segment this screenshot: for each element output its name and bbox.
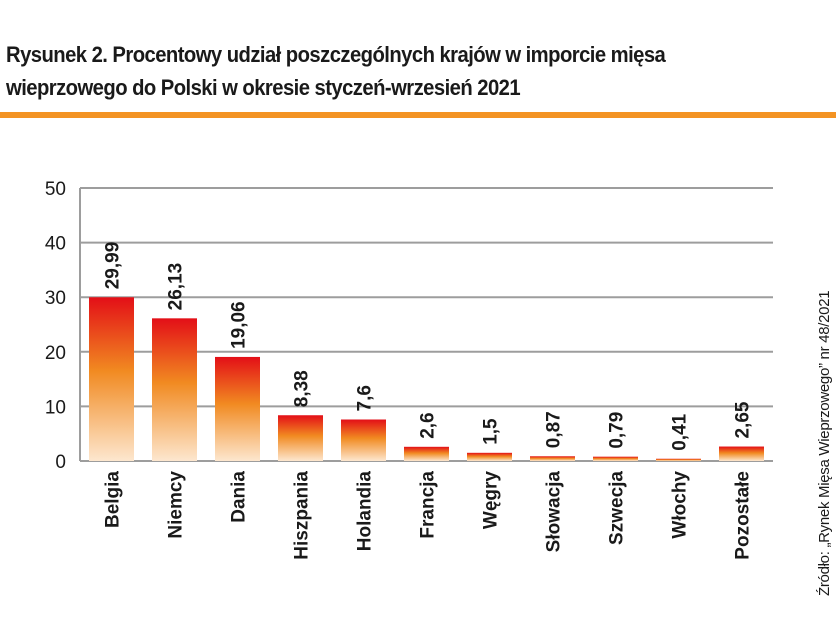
title-accent-rule bbox=[0, 112, 836, 118]
y-tick-label: 10 bbox=[45, 397, 66, 418]
value-label: 1,5 bbox=[481, 418, 502, 445]
category-label: Francja bbox=[418, 471, 439, 539]
bar-7 bbox=[530, 456, 575, 461]
chart-title-line-1: Rysunek 2. Procentowy udział poszczególn… bbox=[6, 42, 666, 67]
y-tick-label: 0 bbox=[55, 452, 66, 473]
category-label: Dania bbox=[229, 471, 250, 523]
category-label: Niemcy bbox=[166, 471, 187, 539]
bar-6 bbox=[467, 452, 512, 461]
category-labels: Belgia Niemcy Dania Hiszpania Holandia Francj… bbox=[103, 471, 754, 560]
value-label: 2,6 bbox=[418, 412, 439, 438]
category-label: Holandia bbox=[355, 471, 376, 552]
category-label: Słowacja bbox=[544, 471, 565, 553]
value-label: 26,13 bbox=[166, 263, 187, 311]
bar-9 bbox=[656, 458, 701, 461]
category-label: Węgry bbox=[481, 471, 502, 530]
source-note: Źródło: „Rynek Mięsa Wieprzowego” nr 48/… bbox=[816, 290, 833, 596]
category-label: Szwecja bbox=[607, 471, 628, 545]
category-label: Włochy bbox=[670, 471, 691, 539]
category-label: Belgia bbox=[103, 471, 124, 528]
category-label: Pozostałe bbox=[733, 471, 754, 560]
value-label: 0,41 bbox=[670, 413, 691, 450]
y-axis-ticks: 0 10 20 30 40 50 bbox=[45, 179, 66, 473]
y-tick-label: 50 bbox=[45, 179, 66, 200]
y-tick-label: 30 bbox=[45, 288, 66, 309]
chart-title-line-2: wieprzowego do Polski w okresie styczeń-… bbox=[6, 75, 521, 100]
y-tick-label: 20 bbox=[45, 343, 66, 364]
chart-bars bbox=[89, 297, 764, 461]
y-tick-label: 40 bbox=[45, 234, 66, 255]
value-label: 19,06 bbox=[229, 301, 250, 349]
bar-0 bbox=[89, 297, 134, 461]
category-label: Hiszpania bbox=[292, 471, 313, 560]
bar-3 bbox=[278, 415, 323, 461]
bar-2 bbox=[215, 356, 260, 461]
bar-5 bbox=[404, 446, 449, 461]
bar-10 bbox=[719, 446, 764, 461]
value-label: 0,87 bbox=[544, 411, 565, 448]
bar-8 bbox=[593, 456, 638, 461]
bar-1 bbox=[152, 318, 197, 461]
value-label: 7,6 bbox=[355, 385, 376, 411]
value-labels: 29,99 26,13 19,06 8,38 7,6 2,6 1,5 0,87 0,79 0,41… bbox=[103, 242, 754, 451]
value-label: 2,65 bbox=[733, 401, 754, 438]
value-label: 8,38 bbox=[292, 370, 313, 407]
value-label: 29,99 bbox=[103, 242, 124, 290]
value-label: 0,79 bbox=[607, 412, 628, 449]
chart-title: Rysunek 2. Procentowy udział poszczególn… bbox=[6, 38, 742, 104]
bar-4 bbox=[341, 419, 386, 461]
